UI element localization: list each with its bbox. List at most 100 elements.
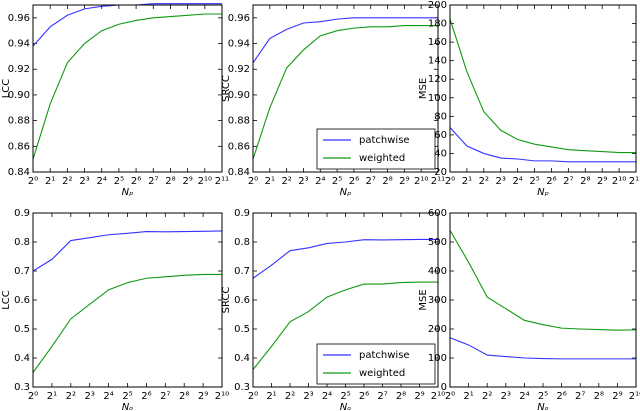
plot-frame [449,4,637,173]
x-tick-label: 2⁸ [594,391,604,402]
y-tick-label: 20 [434,167,447,178]
y-tick-label: 0.7 [14,266,30,277]
x-tick-label: 2¹⁰ [612,176,626,187]
y-axis-label: SRCC [221,75,232,102]
x-tick-label: 2⁷ [377,391,387,402]
x-tick-label: 2⁵ [529,176,539,187]
x-tick-label: 2² [62,176,72,187]
x-tick-label: 2⁰ [445,391,455,402]
x-tick-label: 2⁴ [103,391,113,402]
data-line [449,230,637,331]
plot-frame [252,4,439,173]
x-tick-label: 2¹ [463,391,473,402]
y-tick-label: 0.8 [14,237,30,248]
x-axis-label: Nₚ [122,187,134,198]
x-tick-label: 2⁶ [556,391,566,402]
y-tick-label: 400 [428,266,447,277]
x-tick-label: 2³ [303,391,313,402]
legend-label: patchwise [359,135,410,146]
x-tick-label: 2⁷ [160,391,170,402]
y-tick-label: 40 [434,148,447,159]
x-tick-label: 2⁴ [519,391,529,402]
y-tick-label: 0.9 [14,208,30,219]
data-line [449,127,636,163]
y-tick-label: 0.92 [228,64,250,75]
y-tick-label: 0.94 [8,39,30,50]
y-tick-label: 0.86 [228,141,250,152]
data-line [252,238,438,279]
y-tick-label: 500 [428,237,447,248]
y-tick-label: 120 [428,74,447,85]
y-tick-label: 0.9 [234,208,250,219]
y-tick-label: 180 [428,19,447,30]
y-tick-label: 0.84 [228,167,250,178]
y-tick-label: 600 [428,208,447,219]
y-tick-label: 0.8 [234,237,250,248]
x-tick-label: 2¹ [45,176,55,187]
x-axis-label: Nₒ [122,402,134,411]
x-tick-label: 2⁴ [315,176,325,187]
x-tick-label: 2² [281,176,291,187]
y-axis-label: MSE [418,289,429,310]
y-tick-label: 100 [428,93,447,104]
x-tick-label: 2⁸ [165,176,175,187]
plot-frame [449,212,637,388]
y-tick-label: 0.7 [234,266,250,277]
data-line [252,17,438,64]
y-axis-label: SRCC [221,287,232,314]
data-line [449,337,636,360]
x-tick-label: 2¹ [47,391,57,402]
y-tick-label: 0.90 [228,90,250,101]
y-tick-label: 100 [428,353,447,364]
x-tick-label: 2¹⁰ [629,391,640,402]
x-tick-label: 2⁵ [538,391,548,402]
legend-box [316,128,436,170]
x-tick-label: 2² [482,391,492,402]
y-tick-label: 0.92 [8,64,30,75]
x-tick-label: 2⁶ [131,176,141,187]
data-line [32,3,222,47]
y-tick-label: 0.6 [234,295,250,306]
x-tick-label: 2¹¹ [215,176,229,187]
x-tick-label: 2⁸ [580,176,590,187]
y-axis-label: MSE [418,78,429,99]
x-tick-label: 2⁸ [382,176,392,187]
x-tick-label: 2⁶ [359,391,369,402]
x-axis-label: Nₒ [340,402,352,411]
x-tick-label: 2² [66,391,76,402]
x-tick-label: 2² [285,391,295,402]
x-tick-label: 2⁰ [28,391,38,402]
data-line [32,230,223,272]
y-tick-label: 0.3 [14,382,30,393]
x-tick-label: 2⁰ [248,391,258,402]
x-tick-label: 2³ [298,176,308,187]
x-axis-label: Nₚ [537,187,549,198]
x-tick-label: 2¹ [265,176,275,187]
x-tick-label: 2¹⁰ [198,176,212,187]
y-tick-label: 0.5 [234,324,250,335]
y-tick-label: 0.88 [8,116,30,127]
legend-label: weighted [359,368,405,379]
x-tick-label: 2⁷ [366,176,376,187]
plot-frame [252,212,439,388]
y-tick-label: 200 [428,324,447,335]
x-tick-label: 2⁴ [97,176,107,187]
data-line [449,18,636,154]
x-tick-label: 2¹⁰ [414,176,428,187]
y-tick-label: 0.88 [228,116,250,127]
x-tick-label: 2⁹ [182,176,192,187]
y-tick-label: 0.86 [8,141,30,152]
x-tick-label: 2¹⁰ [431,391,445,402]
x-tick-label: 2⁶ [349,176,359,187]
data-line [32,13,222,160]
y-tick-label: 0.96 [8,13,30,24]
y-tick-label: 0.6 [14,295,30,306]
y-tick-label: 0.94 [228,39,250,50]
data-line [252,25,438,160]
x-tick-label: 2¹⁰ [215,391,229,402]
x-tick-label: 2⁸ [179,391,189,402]
x-tick-label: 2⁵ [332,176,342,187]
x-tick-label: 2⁰ [28,176,38,187]
